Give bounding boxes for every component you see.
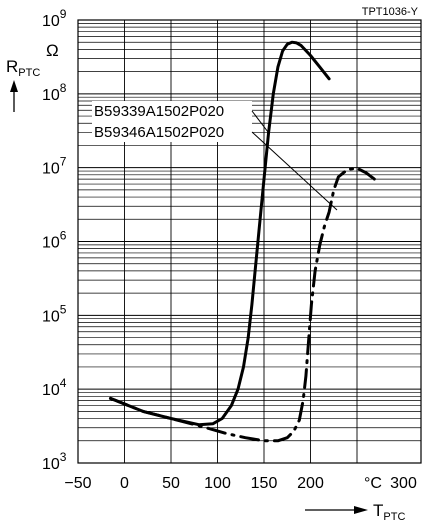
plot-frame	[77, 19, 422, 464]
x-tick-labels: −50 0 50 100 150 200 300	[64, 475, 417, 492]
series-line-1	[109, 40, 331, 427]
y-axis-unit: Ω	[46, 41, 59, 60]
callout-leader-1	[251, 110, 269, 133]
y-tick-base: 10	[42, 382, 60, 399]
y-tick-exponent: 8	[60, 81, 67, 95]
x-axis-subscript: PTC	[383, 511, 405, 523]
x-tick-label: 100	[204, 475, 231, 492]
callout-label-2: B59346A1502P020	[94, 124, 224, 141]
y-tick-label: 104	[42, 376, 67, 399]
x-tick-label: 150	[251, 475, 278, 492]
y-tick-base: 10	[42, 456, 60, 473]
y-axis-arrow	[10, 80, 18, 112]
y-tick-label: 107	[42, 155, 67, 178]
x-tick-label: 300	[390, 475, 417, 492]
y-axis-subscript: PTC	[18, 67, 40, 79]
x-axis-symbol: T	[373, 501, 383, 520]
series-line-2	[109, 166, 378, 443]
x-axis-arrow	[305, 506, 368, 514]
y-tick-label: 109	[42, 7, 67, 30]
y-tick-base: 10	[42, 308, 60, 325]
y-tick-exponent: 7	[60, 155, 67, 169]
callout-background	[92, 101, 252, 142]
y-axis-symbol: R	[6, 57, 18, 76]
legend-callouts: B59339A1502P020 B59346A1502P020	[92, 101, 338, 211]
x-tick-label: 50	[162, 475, 180, 492]
x-tick-label: 200	[297, 475, 324, 492]
y-tick-exponent: 6	[60, 229, 67, 243]
x-axis-unit: °C	[364, 475, 382, 492]
y-tick-exponent: 5	[60, 302, 67, 316]
series-layer	[109, 40, 378, 443]
grid-lines	[78, 20, 421, 463]
y-axis-title: RPTC	[6, 57, 40, 79]
y-tick-label: 105	[42, 302, 67, 325]
y-tick-base: 10	[42, 13, 60, 30]
y-tick-exponent: 9	[60, 7, 67, 21]
y-tick-label: 103	[42, 450, 67, 473]
callout-label-1: B59339A1502P020	[94, 103, 224, 120]
x-tick-label: 0	[120, 475, 129, 492]
y-tick-label: 108	[42, 81, 67, 104]
y-tick-base: 10	[42, 87, 60, 104]
y-tick-base: 10	[42, 161, 60, 178]
y-tick-exponent: 3	[60, 450, 67, 464]
x-tick-label: −50	[64, 475, 91, 492]
y-tick-label: 106	[42, 229, 67, 252]
x-axis-title: TPTC	[373, 501, 405, 523]
callout-leader-2	[251, 131, 338, 211]
figure-ref: TPT1036-Y	[362, 6, 419, 18]
y-tick-exponent: 4	[60, 376, 67, 390]
y-tick-base: 10	[42, 235, 60, 252]
